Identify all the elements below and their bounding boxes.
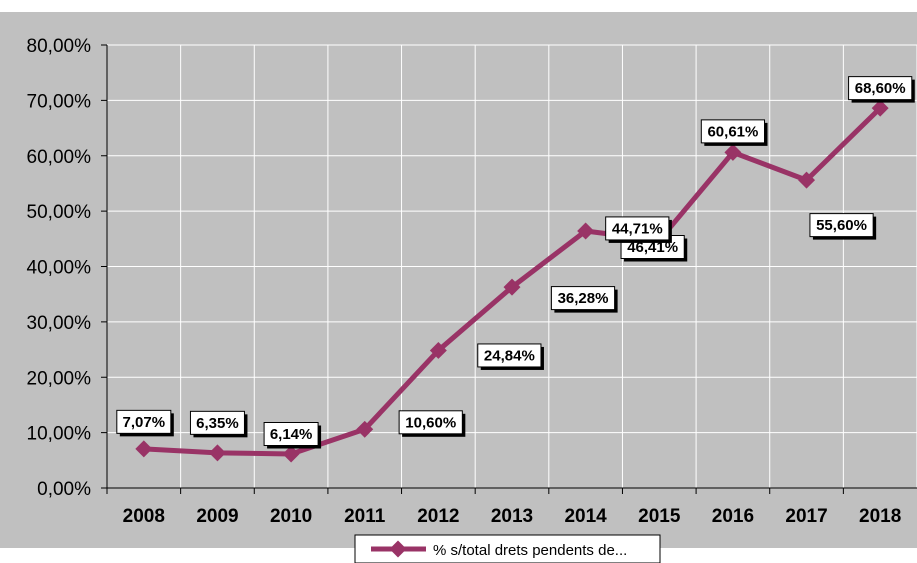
data-label-box: [550, 286, 616, 311]
data-label: 6,35%: [189, 410, 248, 438]
data-label-text: 10,60%: [405, 414, 456, 431]
y-tick-label: 70,00%: [27, 91, 92, 112]
y-tick-label: 80,00%: [27, 36, 92, 57]
y-tick-label: 0,00%: [37, 479, 91, 500]
x-tick-label: 2011: [344, 506, 386, 527]
data-label-box: [263, 421, 319, 446]
data-label-text: 36,28%: [558, 290, 609, 307]
x-tick-label: 2018: [859, 506, 901, 527]
data-label: 44,71%: [605, 216, 672, 243]
legend-series-name: % s/total drets pendents de...: [433, 542, 627, 559]
y-tick-label: 20,00%: [27, 368, 92, 389]
data-label-box: [605, 216, 670, 241]
data-point-marker: [577, 222, 595, 240]
data-point-marker: [356, 420, 374, 438]
y-tick-label: 60,00%: [27, 147, 92, 168]
x-tick-label: 2016: [712, 506, 754, 527]
plot-area: [0, 12, 917, 548]
data-label-text: 68,60%: [855, 80, 906, 97]
x-tick-label: 2014: [564, 506, 607, 527]
y-tick-label: 30,00%: [27, 313, 92, 334]
data-point-marker: [871, 99, 889, 117]
y-tick-label: 10,00%: [27, 424, 92, 445]
data-label: 36,28%: [550, 286, 618, 313]
legend: % s/total drets pendents de...: [354, 534, 661, 563]
data-label-text: 6,14%: [270, 426, 313, 443]
legend-series-marker: [389, 540, 407, 558]
data-label: 7,07%: [116, 409, 174, 437]
data-label-box: [700, 119, 766, 144]
data-label-text: 55,60%: [816, 217, 867, 234]
x-tick-label: 2010: [270, 506, 312, 527]
x-tick-label: 2008: [123, 506, 165, 527]
data-label-box: [398, 410, 463, 435]
x-tick-label: 2009: [196, 506, 238, 527]
data-label-text: 60,61%: [707, 123, 758, 140]
x-tick-label: 2017: [785, 506, 827, 527]
data-label-box: [809, 213, 874, 238]
data-label-text: 46,41%: [627, 239, 678, 256]
y-tick-label: 40,00%: [27, 258, 92, 279]
data-label-text: 6,35%: [196, 415, 239, 432]
data-label: 6,14%: [263, 421, 322, 449]
y-tick-label: 50,00%: [27, 202, 92, 223]
data-label: 10,60%: [398, 410, 466, 437]
x-tick-label: 2015: [638, 506, 681, 527]
data-point-marker: [208, 444, 226, 462]
y-axis: 0,00% 10,00% 20,00% 30,00% 40,00% 50,00% 60,00…: [27, 36, 107, 500]
data-label-text: 24,84%: [484, 347, 535, 364]
data-point-marker: [503, 278, 521, 296]
x-tick-label: 2012: [417, 506, 459, 527]
x-axis: 2008 2009 2010 2011 2012 2013 2014 2015 2016 2017…: [106, 488, 901, 527]
x-tick-label: 2013: [491, 506, 533, 527]
data-label: 24,84%: [477, 343, 544, 370]
data-point-marker: [429, 341, 447, 359]
data-label: 55,60%: [809, 213, 877, 240]
data-label-box: [189, 410, 245, 435]
data-label-text: 7,07%: [123, 414, 166, 431]
data-point-marker: [135, 440, 153, 458]
data-label: 60,61%: [700, 119, 768, 146]
data-label-box: [477, 343, 542, 368]
data-point-marker: [798, 171, 816, 189]
data-label-text: 44,71%: [612, 220, 663, 237]
data-label-box: [116, 409, 172, 434]
data-labels: 7,07% 6,35% 6,14% 10,60% 24,84% 36,28% 46,41% 4…: [116, 76, 915, 449]
data-point-marker: [282, 445, 300, 463]
data-label: 68,60%: [848, 76, 915, 103]
data-point-marker: [724, 143, 742, 161]
data-label-box: [848, 76, 913, 101]
